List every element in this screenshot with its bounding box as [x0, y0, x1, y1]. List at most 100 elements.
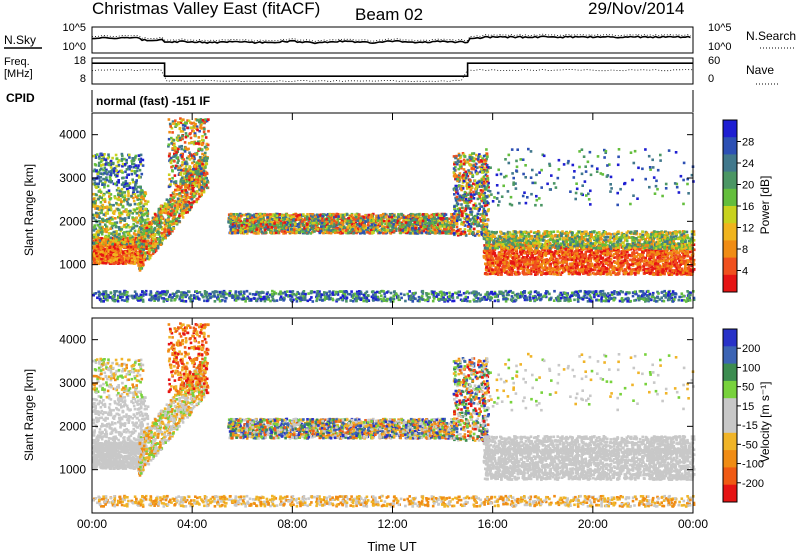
- power-cell: [93, 155, 96, 158]
- power-cell: [134, 209, 137, 212]
- power-cell: [237, 232, 240, 235]
- power-cell: [385, 216, 388, 219]
- power-cell: [182, 180, 185, 183]
- power-cell: [134, 262, 137, 265]
- freq-unit-label: [MHz]: [4, 68, 33, 80]
- power-cell: [264, 221, 267, 224]
- power-cell: [99, 223, 102, 226]
- power-cell: [199, 126, 202, 129]
- power-cell: [148, 231, 151, 234]
- power-cell: [138, 158, 141, 161]
- power-cell: [107, 185, 110, 188]
- power-cell: [185, 147, 188, 150]
- power-cell: [137, 186, 140, 189]
- power-cell: [191, 187, 194, 190]
- power-cell: [161, 234, 164, 237]
- power-cell: [144, 200, 147, 203]
- noise-left-tick-bottom: 10^0: [62, 41, 86, 53]
- power-cell: [104, 236, 107, 239]
- power-cell: [195, 201, 198, 204]
- power-cell: [120, 211, 123, 214]
- power-cell: [108, 247, 111, 250]
- power-cell: [164, 236, 167, 239]
- power-cell: [98, 220, 101, 223]
- power-cell: [120, 256, 123, 259]
- cpid-value: normal (fast) -151 IF: [96, 94, 210, 108]
- power-cell: [420, 226, 423, 229]
- power-cell: [115, 154, 118, 157]
- power-cell: [195, 142, 198, 145]
- power-cell: [197, 142, 200, 145]
- power-cell: [124, 217, 127, 220]
- power-cell: [93, 226, 96, 229]
- power-cell: [113, 253, 116, 256]
- power-cell: [133, 200, 136, 203]
- power-cell: [95, 252, 98, 255]
- power-cell: [141, 213, 144, 216]
- power-cell: [140, 256, 143, 259]
- power-cell: [146, 215, 149, 218]
- power-cell: [441, 221, 444, 224]
- power-cell: [114, 223, 117, 226]
- power-cell: [281, 230, 284, 233]
- power-cell: [328, 229, 331, 232]
- power-cell: [203, 131, 206, 134]
- power-cell: [130, 166, 133, 169]
- freq-right-tick-bottom: 0: [708, 73, 714, 85]
- power-cell: [96, 207, 99, 210]
- power-cell: [171, 203, 174, 206]
- power-cell: [409, 232, 412, 235]
- power-cell: [109, 259, 112, 262]
- power-cell: [96, 245, 99, 248]
- power-cell: [134, 230, 137, 233]
- power-cell: [188, 155, 191, 158]
- power-cell: [185, 168, 188, 171]
- power-cell: [284, 232, 287, 235]
- power-cell: [129, 234, 132, 237]
- power-cell: [132, 181, 135, 184]
- power-cell: [261, 231, 264, 234]
- power-cell: [413, 219, 416, 222]
- power-cell: [124, 171, 127, 174]
- power-cell: [262, 223, 265, 226]
- power-cell: [115, 169, 118, 172]
- power-cell: [102, 194, 105, 197]
- power-cell: [123, 234, 126, 237]
- power-cell: [113, 250, 116, 253]
- power-cell: [237, 219, 240, 222]
- power-cell: [201, 148, 204, 151]
- power-cell: [193, 134, 196, 137]
- power-cell: [349, 231, 352, 234]
- power-cell: [145, 232, 148, 235]
- power-cell: [110, 205, 113, 208]
- power-cell: [181, 164, 184, 167]
- power-cell: [149, 257, 152, 260]
- power-cell: [141, 195, 144, 198]
- power-cell: [155, 218, 158, 221]
- power-cell: [175, 151, 178, 154]
- power-cell: [321, 219, 324, 222]
- power-cell: [120, 200, 123, 203]
- power-cell: [203, 170, 206, 173]
- noise-right-tick-bottom: 10^0: [708, 41, 732, 53]
- power-cell: [439, 225, 442, 228]
- power-cell: [116, 175, 119, 178]
- power-cell: [444, 220, 447, 223]
- power-cell: [117, 161, 120, 164]
- power-cell: [112, 204, 115, 207]
- power-cell: [123, 158, 126, 161]
- power-cell: [414, 221, 417, 224]
- power-cell: [172, 216, 175, 219]
- power-cell: [255, 220, 258, 223]
- power-cell: [119, 247, 122, 250]
- power-cell: [104, 167, 107, 170]
- power-cell: [207, 118, 210, 121]
- power-cell: [148, 249, 151, 252]
- power-cell: [139, 186, 142, 189]
- power-cell: [139, 250, 142, 253]
- power-cell: [119, 217, 122, 220]
- freq-label: Freq.: [4, 56, 30, 68]
- power-cell: [115, 226, 118, 229]
- power-cell: [179, 203, 182, 206]
- power-cell: [144, 235, 147, 238]
